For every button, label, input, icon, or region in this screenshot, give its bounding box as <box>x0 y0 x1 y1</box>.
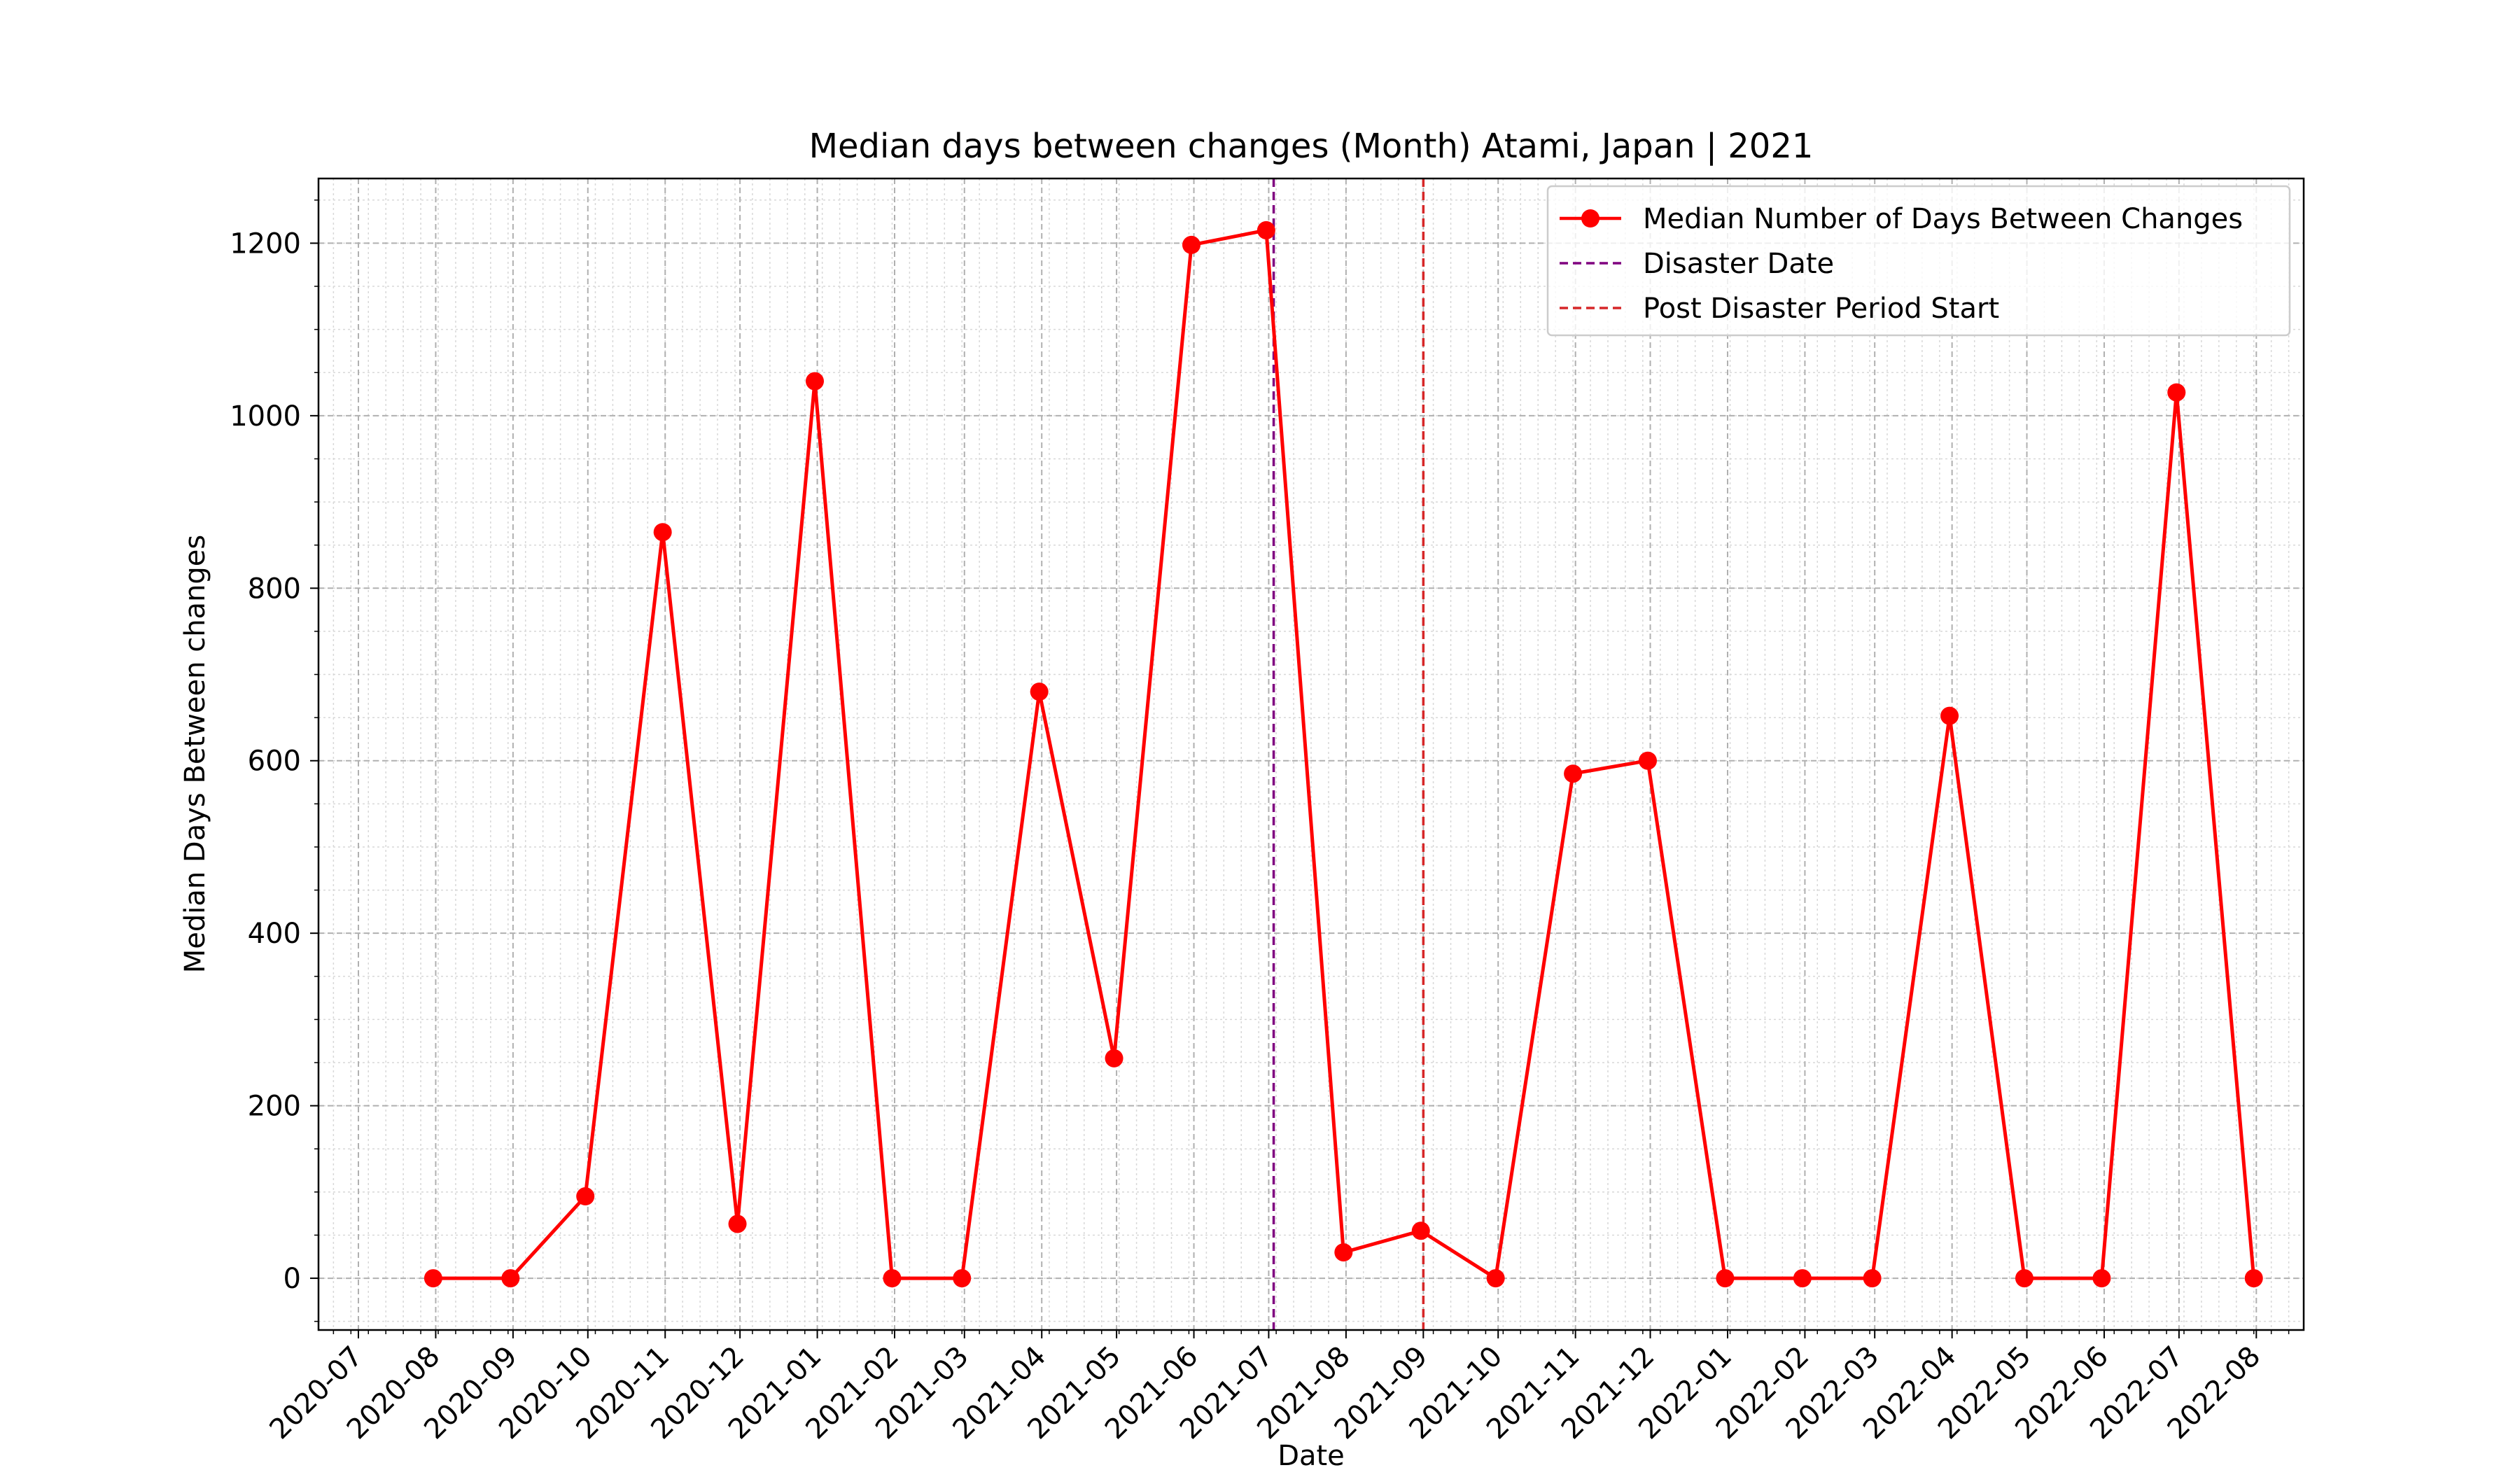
data-point <box>424 1269 442 1288</box>
data-point <box>2092 1269 2111 1288</box>
data-point <box>501 1269 520 1288</box>
legend-label-post-disaster: Post Disaster Period Start <box>1643 293 1999 325</box>
legend: Median Number of Days Between Changes Di… <box>1546 185 2291 337</box>
data-point <box>1863 1269 1882 1288</box>
data-point <box>1256 220 1275 239</box>
series <box>424 220 2263 1288</box>
grid <box>318 178 2304 1330</box>
legend-marker-series <box>1581 209 1600 227</box>
data-point <box>1564 764 1583 783</box>
reference-lines <box>1272 178 1425 1330</box>
data-point <box>1030 682 1049 701</box>
data-point <box>1486 1269 1505 1288</box>
data-point <box>2015 1269 2033 1288</box>
data-point <box>883 1269 902 1288</box>
x-axis-label: Date <box>1278 1440 1345 1470</box>
data-point <box>953 1269 972 1288</box>
y-tick-label: 1000 <box>230 400 301 433</box>
data-point <box>1105 1049 1124 1068</box>
legend-label-series: Median Number of Days Between Changes <box>1643 203 2243 235</box>
data-point <box>728 1214 747 1233</box>
data-point <box>2167 383 2186 402</box>
data-point <box>1716 1269 1735 1288</box>
y-tick-label: 800 <box>248 573 301 605</box>
y-tick-label: 1200 <box>230 227 301 260</box>
data-point <box>1638 751 1657 770</box>
data-point <box>1940 706 1959 725</box>
data-point <box>1334 1243 1353 1262</box>
data-point <box>653 523 672 542</box>
y-tick-label: 0 <box>284 1263 301 1295</box>
data-point <box>1182 235 1200 254</box>
y-axis: 0 200 400 600 800 1000 1200 <box>230 200 318 1322</box>
data-point <box>2244 1269 2263 1288</box>
x-axis: 2020-072020-082020-092020-102020-112020-… <box>263 1330 2290 1446</box>
y-axis-label: Median Days Between changes <box>179 535 211 974</box>
data-point <box>806 372 824 391</box>
data-point <box>1793 1269 1812 1288</box>
chart-title: Median days between changes (Month) Atam… <box>809 127 1814 166</box>
series-line <box>433 228 2256 1280</box>
y-tick-label: 600 <box>248 746 301 778</box>
legend-box <box>1546 185 2291 337</box>
data-point <box>576 1187 595 1206</box>
y-tick-label: 400 <box>248 918 301 950</box>
data-point <box>1411 1222 1430 1240</box>
legend-label-disaster: Disaster Date <box>1643 248 1834 280</box>
y-tick-label: 200 <box>248 1091 301 1123</box>
